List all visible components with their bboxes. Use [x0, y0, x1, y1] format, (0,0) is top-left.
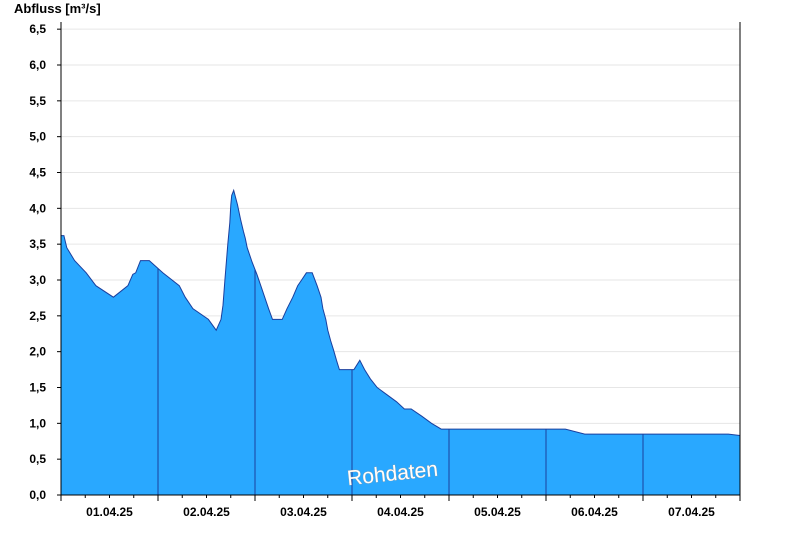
y-tick-label: 0,5: [29, 452, 46, 466]
y-tick-label: 5,0: [29, 130, 46, 144]
x-tick-label: 01.04.25: [86, 505, 133, 519]
y-tick-label: 3,0: [29, 273, 46, 287]
x-tick-label: 05.04.25: [474, 505, 521, 519]
y-tick-label: 1,5: [29, 381, 46, 395]
discharge-area: [61, 190, 740, 495]
x-axis-ticks: 01.04.25 02.04.25 03.04.25 04.04.25 05.04.25…: [60, 495, 741, 519]
x-tick-label: 02.04.25: [183, 505, 230, 519]
discharge-line: [60, 188, 741, 436]
y-axis-title: Abfluss [m³/s]: [14, 1, 101, 16]
x-tick-label: 07.04.25: [668, 505, 715, 519]
y-tick-label: 1,0: [29, 416, 46, 430]
day-boundary-lines: [157, 268, 644, 495]
y-tick-label: 5,5: [29, 94, 46, 108]
y-tick-label: 4,5: [29, 166, 46, 180]
y-tick-label: 2,0: [29, 345, 46, 359]
y-tick-label: 0,0: [29, 488, 46, 502]
y-tick-label: 2,5: [29, 309, 46, 323]
y-tick-label: 4,0: [29, 201, 46, 215]
y-axis-ticks: 0,0 0,5 1,0 1,5 2,0 2,5 3,0 3,5 4,0 4,5 5,0 5,5 6,0 6…: [29, 22, 61, 502]
y-tick-label: 3,5: [29, 237, 46, 251]
x-tick-label: 06.04.25: [571, 505, 618, 519]
area-layer: [60, 188, 741, 495]
x-tick-label: 03.04.25: [280, 505, 327, 519]
y-tick-label: 6,0: [29, 58, 46, 72]
y-tick-label: 6,5: [29, 22, 46, 36]
x-tick-label: 04.04.25: [377, 505, 424, 519]
